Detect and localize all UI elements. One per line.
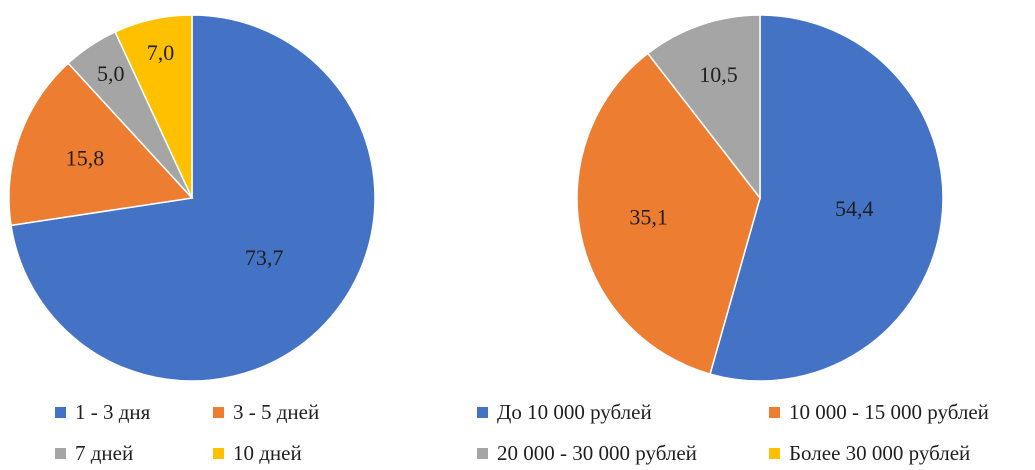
pie-chart-days: 73,7 15,8 5,0 7,0	[8, 14, 376, 382]
legend-label-10000-15000: 10 000 - 15 000 рублей	[789, 400, 989, 424]
legend-item-up-to-10000: До 10 000 рублей	[477, 400, 652, 425]
data-label-days-1: 15,8	[66, 145, 105, 170]
legend-swatch-10-days	[213, 448, 224, 459]
legend-label-1-3-days: 1 - 3 дня	[75, 400, 151, 424]
pie-slice-income-0	[709, 14, 944, 382]
data-label-income-2: 10,5	[699, 62, 738, 87]
legend-item-7-days: 7 дней	[55, 441, 133, 466]
pie-slice-days-3	[114, 14, 193, 199]
legend-label-20000-30000: 20 000 - 30 000 рублей	[497, 441, 697, 465]
legend-item-over-30000: Более 30 000 рублей	[769, 441, 970, 466]
legend-swatch-3-5-days	[213, 407, 224, 418]
data-label-days-0: 73,7	[245, 245, 284, 270]
legend-item-10-days: 10 дней	[213, 441, 302, 466]
legend-item-3-5-days: 3 - 5 дней	[213, 400, 319, 425]
pie-chart-income: 54,4 35,1 10,5	[576, 14, 944, 382]
legend-label-10-days: 10 дней	[233, 441, 302, 465]
data-label-days-2: 5,0	[97, 61, 125, 86]
data-label-income-0: 54,4	[835, 196, 874, 221]
data-label-income-1: 35,1	[629, 205, 668, 230]
legend-swatch-20000-30000	[477, 448, 488, 459]
legend-swatch-7-days	[55, 448, 66, 459]
legend-label-up-to-10000: До 10 000 рублей	[497, 400, 652, 424]
data-label-days-3: 7,0	[147, 40, 175, 65]
legend-label-over-30000: Более 30 000 рублей	[789, 441, 971, 465]
legend-swatch-10000-15000	[769, 407, 780, 418]
legend-item-1-3-days: 1 - 3 дня	[55, 400, 150, 425]
legend-swatch-1-3-days	[55, 407, 66, 418]
legend-swatch-over-30000	[769, 448, 780, 459]
legend-swatch-up-to-10000	[477, 407, 488, 418]
legend-label-3-5-days: 3 - 5 дней	[233, 400, 320, 424]
legend-label-7-days: 7 дней	[75, 441, 134, 465]
legend-item-20000-30000: 20 000 - 30 000 рублей	[477, 441, 697, 466]
pie-slice-income-2	[646, 14, 761, 201]
pie-slice-income-1	[576, 52, 761, 375]
legend-item-10000-15000: 10 000 - 15 000 рублей	[769, 400, 989, 425]
pie-slice-days-0	[10, 14, 376, 382]
pie-slice-days-1	[8, 62, 194, 227]
